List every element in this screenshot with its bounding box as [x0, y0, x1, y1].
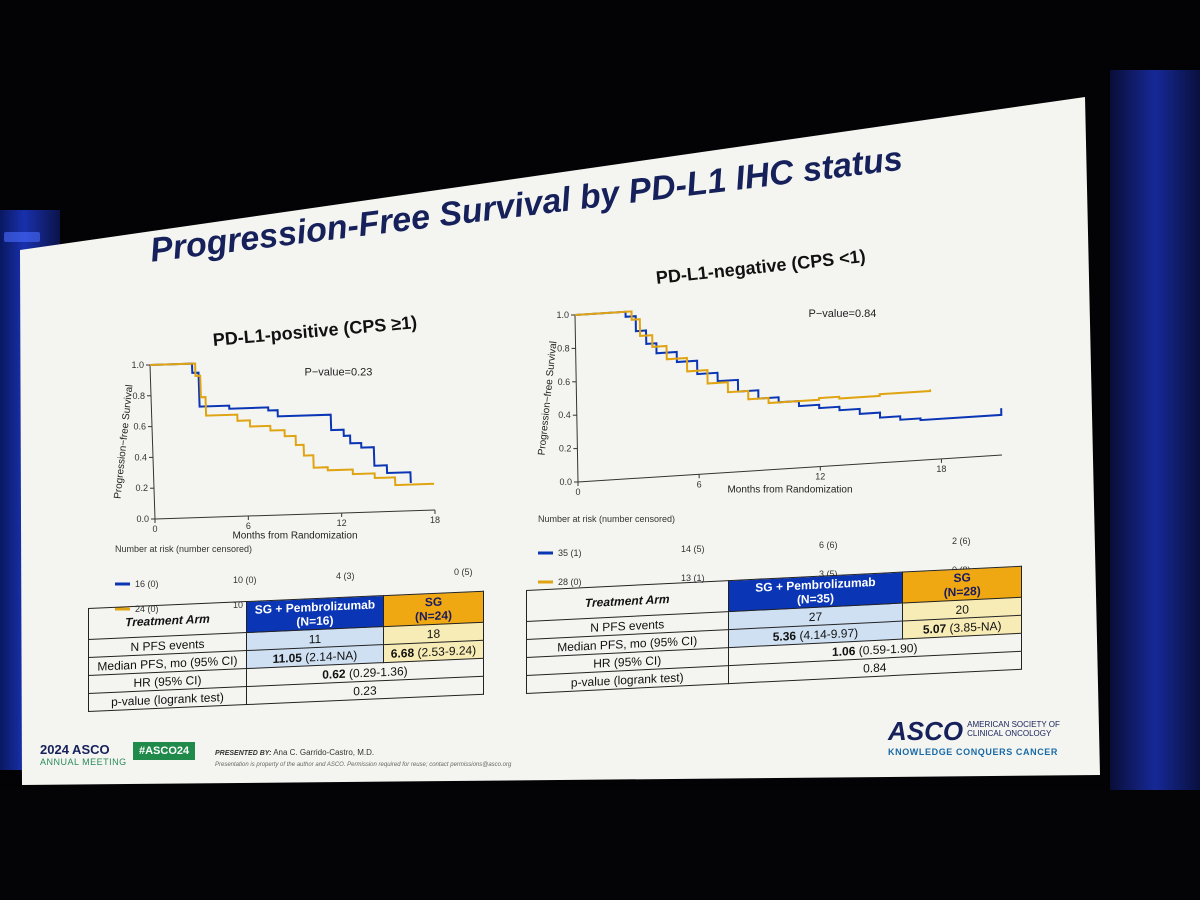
- y-tick-label: 1.0: [131, 360, 144, 370]
- km-curve-sg-pembro: [574, 310, 1003, 422]
- risk-cell: 24 (0): [135, 604, 159, 614]
- x-axis-label: Months from Randomization: [232, 531, 357, 542]
- risk-cell: 10 (4): [233, 600, 257, 610]
- disclaimer-text: Presentation is property of the author a…: [215, 762, 512, 768]
- stage-floor: [0, 790, 1200, 900]
- risk-cell: 6 (6): [819, 540, 838, 550]
- km-curve-sg: [149, 362, 435, 487]
- presenter-line: PRESENTED BY: Ana C. Garrido-Castro, M.D…: [215, 748, 375, 757]
- x-tick-label: 18: [430, 515, 440, 525]
- x-axis: [154, 509, 436, 520]
- risk-table-header: Number at risk (number censored): [115, 544, 252, 554]
- y-tick-label: 1.0: [556, 310, 569, 320]
- asco-tagline: KNOWLEDGE CONQUERS CANCER: [888, 747, 1059, 757]
- y-axis-label: Progression−free Survival: [537, 341, 560, 456]
- risk-cell: 0 (5): [454, 567, 473, 577]
- x-axis: [577, 454, 1003, 483]
- risk-cell: 16 (0): [135, 579, 159, 589]
- x-tick-label: 6: [697, 479, 702, 489]
- hashtag-badge: #ASCO24: [133, 742, 196, 760]
- stage-light: [4, 232, 40, 242]
- y-axis: [574, 314, 579, 483]
- y-tick-label: 0.2: [135, 483, 148, 493]
- risk-cell: 28 (0): [558, 577, 582, 587]
- y-tick-label: 0.4: [134, 452, 147, 462]
- stage-curtain-right: [1110, 70, 1200, 790]
- y-tick-label: 0.8: [132, 391, 145, 401]
- y-axis-label: Progression−free Survival: [113, 384, 136, 499]
- arm-header-sg: SG (N=24): [383, 591, 484, 627]
- x-tick-label: 6: [246, 521, 251, 531]
- risk-cell: 4 (3): [336, 571, 355, 581]
- results-table-positive: Treatment Arm SG + Pembrolizumab (N=16) S…: [88, 591, 484, 712]
- y-axis: [149, 364, 156, 520]
- p-value-annotation: P−value=0.84: [809, 308, 877, 320]
- risk-cell: 3 (5): [819, 569, 838, 579]
- x-tick-label: 12: [815, 472, 825, 482]
- y-tick-label: 0.6: [133, 422, 146, 432]
- p-value-annotation: P−value=0.23: [305, 366, 373, 378]
- y-tick-label: 0.4: [558, 410, 571, 420]
- km-curve-sg: [574, 310, 932, 405]
- x-tick-label: 18: [936, 464, 946, 474]
- x-tick-label: 0: [152, 524, 157, 534]
- y-tick-label: 0.0: [136, 514, 149, 524]
- y-tick-label: 0.2: [559, 444, 572, 454]
- x-tick-label: 0: [575, 487, 580, 497]
- risk-table-header: Number at risk (number censored): [538, 514, 675, 524]
- asco-logo: ASCO AMERICAN SOCIETY OF CLINICAL ONCOLOGY…: [888, 716, 1060, 757]
- km-curve-sg-pembro: [149, 362, 412, 484]
- asco-annual-meeting-logo: 2024 ASCO ANNUAL MEETING: [40, 742, 127, 767]
- risk-cell: 10 (0): [233, 575, 257, 585]
- x-tick-label: 12: [337, 518, 347, 528]
- risk-cell: 35 (1): [558, 548, 582, 558]
- y-tick-label: 0.8: [557, 343, 570, 353]
- x-axis-label: Months from Randomization: [727, 485, 852, 496]
- risk-cell: 13 (1): [681, 573, 705, 583]
- risk-cell: 14 (5): [681, 544, 705, 554]
- y-tick-label: 0.6: [558, 377, 571, 387]
- risk-cell: 2 (6): [952, 536, 971, 546]
- y-tick-label: 0.0: [559, 477, 572, 487]
